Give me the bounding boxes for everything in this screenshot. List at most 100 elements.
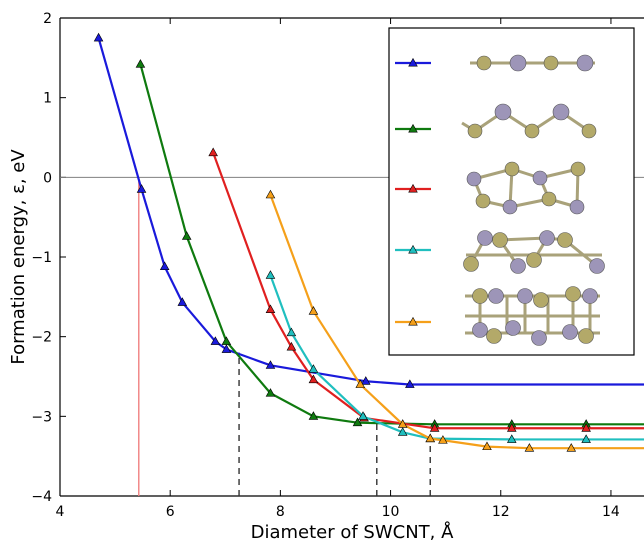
- data-point: [581, 423, 591, 432]
- series-4: [265, 270, 644, 443]
- data-point: [135, 59, 146, 68]
- data-point: [265, 360, 276, 369]
- atom: [509, 54, 527, 72]
- atom: [488, 288, 504, 304]
- atom: [578, 328, 594, 344]
- data-point: [355, 379, 366, 388]
- series-1: [93, 32, 644, 388]
- atom: [565, 286, 581, 302]
- atom: [472, 322, 488, 338]
- atom: [467, 123, 483, 139]
- data-point: [159, 261, 170, 271]
- x-tick-label: 14: [602, 504, 620, 520]
- atom: [562, 324, 578, 340]
- structure-icon: [470, 54, 595, 72]
- series-line: [139, 63, 644, 426]
- data-point: [265, 270, 276, 279]
- atom: [531, 330, 547, 346]
- data-point: [405, 379, 415, 388]
- data-point: [308, 364, 319, 373]
- atom: [502, 199, 518, 215]
- data-point: [308, 374, 319, 384]
- x-tick-label: 6: [166, 504, 175, 520]
- atom: [543, 55, 559, 71]
- atom: [526, 252, 542, 268]
- x-tick-label: 12: [492, 504, 510, 520]
- atom: [532, 170, 548, 186]
- legend-marker: [408, 183, 418, 193]
- x-tick-label: 8: [276, 504, 285, 520]
- atom: [486, 328, 502, 344]
- data-point: [524, 443, 535, 452]
- y-tick-label: 1: [43, 91, 52, 107]
- series-2: [135, 59, 644, 428]
- series-5: [265, 189, 644, 452]
- data-point: [482, 441, 492, 451]
- atom: [539, 230, 555, 246]
- legend-entry-1: [395, 54, 595, 72]
- data-point: [308, 306, 319, 315]
- structure-icon: [463, 230, 605, 274]
- atom: [476, 55, 492, 71]
- legend-entry-5: [395, 286, 600, 346]
- data-point: [136, 184, 147, 193]
- y-tick-label: −3: [31, 409, 52, 425]
- legend-marker: [408, 316, 418, 326]
- data-point: [308, 411, 319, 420]
- x-tick-label: 10: [382, 504, 400, 520]
- y-tick-label: −1: [31, 250, 52, 266]
- data-point: [360, 376, 371, 385]
- data-point: [265, 189, 276, 199]
- structure-icon: [466, 161, 586, 215]
- atom: [576, 54, 594, 72]
- atom: [581, 123, 597, 139]
- x-tick-label: 4: [56, 504, 65, 520]
- atom: [466, 171, 482, 187]
- atom: [472, 288, 488, 304]
- y-tick-label: −2: [31, 330, 52, 346]
- data-point: [397, 427, 408, 436]
- atom: [541, 191, 557, 207]
- legend-marker: [408, 57, 418, 67]
- y-tick-label: 2: [43, 11, 52, 27]
- data-point: [358, 411, 368, 420]
- atom: [463, 256, 479, 272]
- atom: [492, 232, 508, 248]
- bond: [499, 236, 548, 242]
- atom: [589, 258, 605, 274]
- atom: [552, 103, 570, 121]
- atom: [504, 161, 520, 177]
- data-point: [265, 304, 276, 314]
- atom: [475, 193, 491, 209]
- data-point: [181, 231, 192, 240]
- data-point: [429, 423, 440, 432]
- data-point: [397, 419, 408, 428]
- y-tick-label: −4: [31, 489, 52, 505]
- atom: [582, 288, 598, 304]
- legend-entry-3: [395, 161, 586, 215]
- data-point: [566, 443, 577, 452]
- atom: [505, 320, 521, 336]
- atom: [510, 258, 526, 274]
- atom: [517, 288, 533, 304]
- atom: [477, 230, 493, 246]
- data-point: [506, 434, 517, 443]
- series-layer: [93, 32, 644, 452]
- data-point: [425, 433, 436, 443]
- data-point: [177, 297, 188, 306]
- data-point: [93, 32, 104, 42]
- data-point: [286, 327, 297, 337]
- legend: [388, 27, 635, 356]
- data-point: [221, 336, 232, 345]
- atom: [569, 199, 585, 215]
- structure-icon: [461, 103, 597, 139]
- data-point: [438, 435, 448, 444]
- data-point: [265, 388, 276, 397]
- atom: [557, 232, 573, 248]
- structure-icon: [465, 286, 600, 346]
- atom: [570, 161, 586, 177]
- data-point: [581, 434, 591, 443]
